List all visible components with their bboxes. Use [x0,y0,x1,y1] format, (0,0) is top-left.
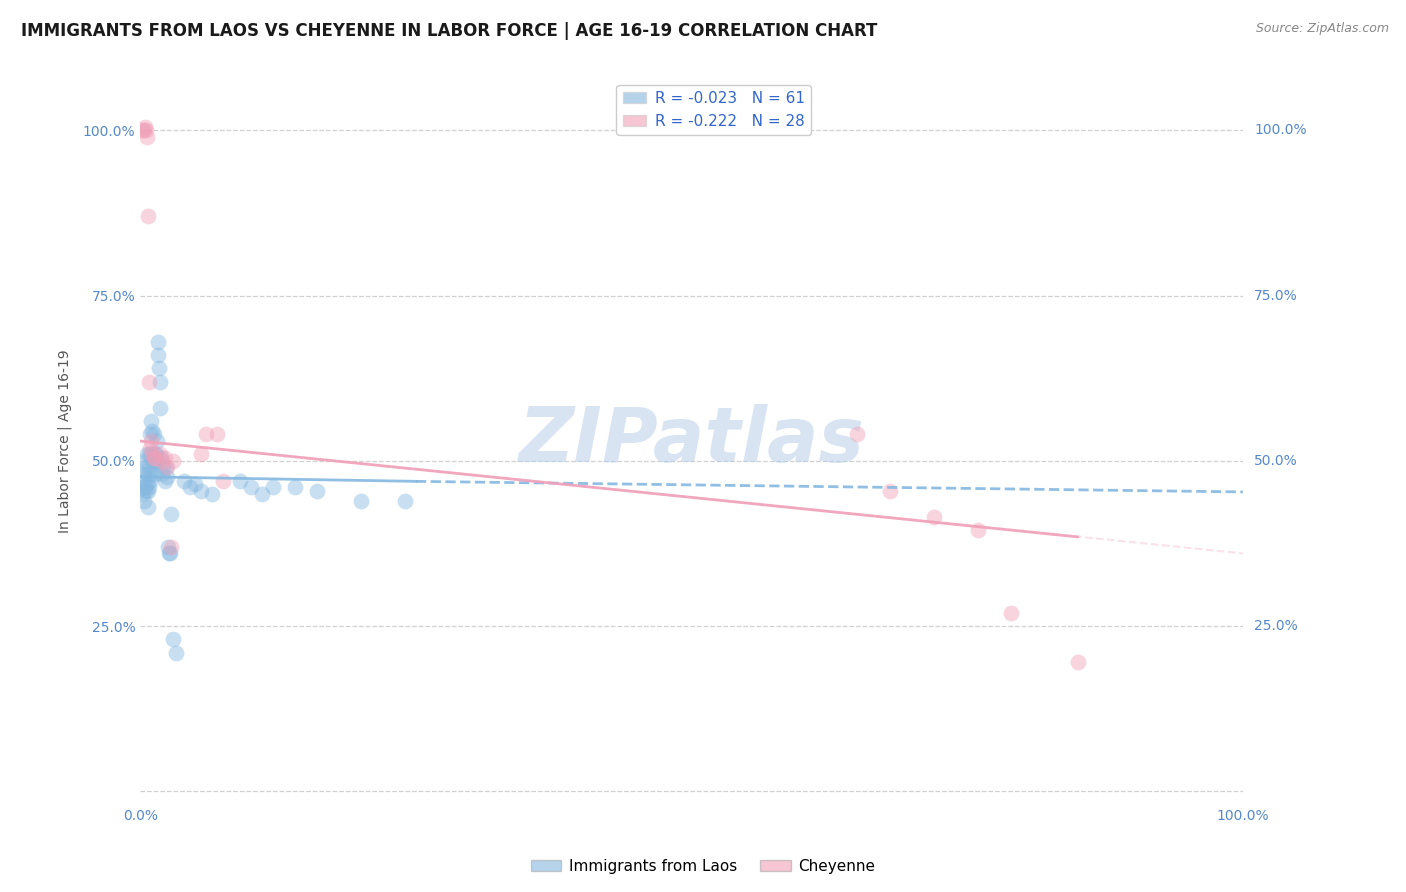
Point [146,334,169,349]
Point [142,450,165,465]
Point [967,523,990,537]
Point [228,474,250,488]
Point [879,483,901,498]
Point [143,447,166,461]
Point [136,209,159,223]
Legend: Immigrants from Laos, Cheyenne: Immigrants from Laos, Cheyenne [524,853,882,880]
Point [190,447,212,461]
Point [146,434,169,448]
Point [394,493,416,508]
Point [250,487,273,501]
Point [141,447,163,461]
Point [135,123,157,137]
Point [159,546,181,560]
Point [135,447,157,461]
Point [138,460,160,475]
Point [148,361,170,376]
Point [201,487,224,501]
Point [142,454,165,468]
Point [284,480,307,494]
Point [149,375,172,389]
Text: 75.0%: 75.0% [1254,289,1298,302]
Point [136,500,159,515]
Text: ZIPatlas: ZIPatlas [519,404,865,478]
Point [162,454,184,468]
Point [132,480,155,494]
Point [212,474,235,488]
Point [138,375,160,389]
Point [135,483,157,498]
Point [153,474,176,488]
Point [141,424,163,438]
Text: IMMIGRANTS FROM LAOS VS CHEYENNE IN LABOR FORCE | AGE 16-19 CORRELATION CHART: IMMIGRANTS FROM LAOS VS CHEYENNE IN LABO… [21,22,877,40]
Point [138,480,160,494]
Point [131,487,153,501]
Text: 50.0%: 50.0% [1254,454,1298,468]
Point [136,483,159,498]
Point [184,477,207,491]
Point [165,646,187,660]
Point [173,474,195,488]
Point [262,480,284,494]
Point [150,450,173,465]
Point [846,427,869,442]
Point [141,454,163,468]
Point [136,467,159,481]
Point [149,401,172,415]
Point [145,447,167,461]
Point [141,447,163,461]
Point [239,480,262,494]
Point [156,540,179,554]
Point [153,450,176,465]
Point [207,427,229,442]
Point [156,460,179,475]
Point [134,120,156,134]
Y-axis label: In Labor Force | Age 16-19: In Labor Force | Age 16-19 [58,349,72,533]
Point [149,447,172,461]
Point [134,454,156,468]
Point [150,467,173,481]
Point [162,632,184,647]
Point [156,470,179,484]
Point [922,510,945,524]
Point [138,447,160,461]
Point [134,480,156,494]
Point [179,480,201,494]
Point [1000,606,1022,620]
Point [141,414,163,428]
Point [132,467,155,481]
Point [350,493,373,508]
Point [143,450,166,465]
Point [155,460,177,475]
Point [141,467,163,481]
Legend: R = -0.023   N = 61, R = -0.222   N = 28: R = -0.023 N = 61, R = -0.222 N = 28 [616,85,811,135]
Point [141,434,163,448]
Point [142,427,165,442]
Point [143,467,166,481]
Point [160,540,183,554]
Point [135,460,157,475]
Text: Source: ZipAtlas.com: Source: ZipAtlas.com [1256,22,1389,36]
Point [135,477,157,491]
Point [190,483,212,498]
Point [139,441,162,455]
Point [132,123,155,137]
Point [305,483,328,498]
Point [146,454,169,468]
Point [150,454,173,468]
Point [135,130,157,145]
Point [131,474,153,488]
Text: 100.0%: 100.0% [1254,123,1306,137]
Point [160,507,183,521]
Point [139,474,162,488]
Point [152,460,174,475]
Point [132,493,155,508]
Point [131,123,153,137]
Point [1066,656,1088,670]
Point [195,427,218,442]
Point [157,546,180,560]
Point [146,348,169,362]
Text: 25.0%: 25.0% [1254,619,1298,633]
Point [139,427,162,442]
